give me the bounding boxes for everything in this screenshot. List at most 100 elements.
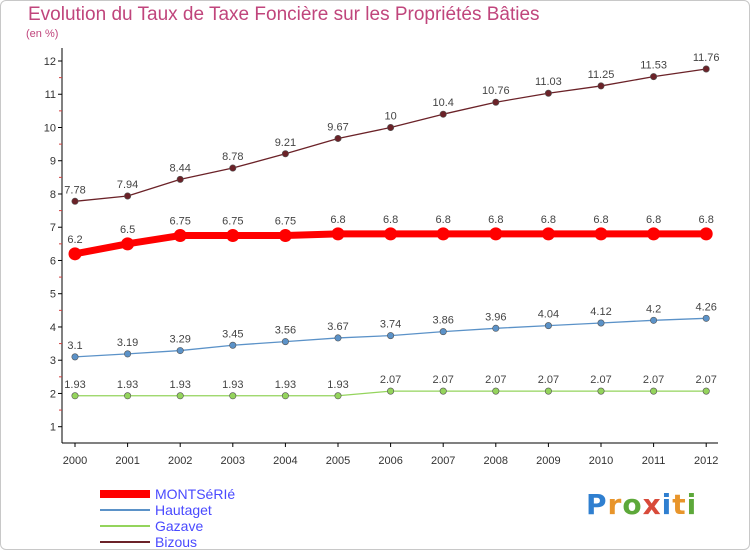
data-label: 6.8 xyxy=(436,214,451,226)
x-tick-label: 2004 xyxy=(273,455,297,467)
data-label: 3.56 xyxy=(275,325,296,337)
data-label: 6.8 xyxy=(330,214,345,226)
x-tick-label: 2011 xyxy=(642,455,666,467)
data-label: 6.8 xyxy=(646,214,661,226)
logo-letter: i xyxy=(686,488,698,521)
data-point xyxy=(124,350,132,358)
y-tick-label: 11 xyxy=(45,89,56,101)
data-point xyxy=(436,227,450,241)
y-tick-label: 8 xyxy=(50,189,56,201)
data-point xyxy=(597,387,605,395)
data-label: 10.4 xyxy=(432,97,453,109)
logo-letter: o xyxy=(622,488,643,521)
data-point xyxy=(650,316,658,324)
data-point xyxy=(650,387,658,395)
data-point xyxy=(229,392,237,400)
x-tick-label: 2002 xyxy=(168,455,192,467)
data-point xyxy=(124,192,132,200)
logo-letter: i xyxy=(661,488,673,521)
data-label: 6.8 xyxy=(488,214,503,226)
x-tick-label: 2010 xyxy=(589,455,613,467)
data-label: 6.8 xyxy=(593,214,608,226)
data-label: 2.07 xyxy=(643,374,664,386)
data-point xyxy=(647,227,661,241)
data-label: 11.03 xyxy=(535,76,562,88)
data-point xyxy=(597,82,605,90)
data-label: 8.44 xyxy=(169,162,190,174)
y-tick-label: 6 xyxy=(50,255,56,267)
legend-swatch xyxy=(100,509,150,511)
data-label: 6.8 xyxy=(699,214,714,226)
data-point xyxy=(334,134,342,142)
data-label: 1.93 xyxy=(327,379,348,391)
data-point xyxy=(544,89,552,97)
logo-letter: t xyxy=(672,488,687,521)
data-label: 1.93 xyxy=(222,379,243,391)
data-label: 2.07 xyxy=(538,374,559,386)
data-label: 2.07 xyxy=(590,374,611,386)
data-point xyxy=(541,227,555,241)
x-tick-label: 2007 xyxy=(431,455,455,467)
data-label: 3.96 xyxy=(485,311,506,323)
data-label: 11.76 xyxy=(693,52,720,64)
legend-swatch xyxy=(100,490,150,498)
x-tick-label: 2005 xyxy=(326,455,350,467)
data-label: 8.78 xyxy=(222,151,243,163)
data-point xyxy=(121,237,135,251)
data-point xyxy=(334,392,342,400)
data-label: 11.53 xyxy=(640,60,667,72)
chart-title: Evolution du Taux de Taxe Foncière sur l… xyxy=(28,4,540,25)
data-point xyxy=(384,227,398,241)
data-label: 6.5 xyxy=(120,224,135,236)
y-tick-label: 2 xyxy=(50,388,56,400)
y-tick-label: 1 xyxy=(50,422,56,434)
legend-label: MONTSéRIé xyxy=(155,486,236,502)
data-label: 2.07 xyxy=(695,374,716,386)
data-point xyxy=(492,387,500,395)
y-tick-label: 9 xyxy=(50,156,56,168)
data-label: 2.07 xyxy=(432,374,453,386)
data-point xyxy=(176,347,184,355)
data-point xyxy=(702,387,710,395)
data-point xyxy=(278,229,292,243)
data-point xyxy=(544,322,552,330)
data-label: 7.78 xyxy=(64,184,85,196)
x-tick-label: 2003 xyxy=(221,455,245,467)
data-point xyxy=(489,227,503,241)
data-point xyxy=(226,229,240,243)
data-label: 11.25 xyxy=(588,69,615,81)
data-point xyxy=(544,387,552,395)
data-label: 6.75 xyxy=(169,216,190,228)
data-point xyxy=(176,175,184,183)
proxiti-logo: Proxiti xyxy=(586,488,697,521)
data-label: 3.45 xyxy=(222,328,243,340)
data-point xyxy=(439,328,447,336)
data-point xyxy=(176,392,184,400)
data-label: 1.93 xyxy=(117,379,138,391)
data-label: 10.76 xyxy=(482,85,510,97)
data-point xyxy=(439,110,447,118)
legend-swatch xyxy=(100,525,150,527)
data-label: 4.04 xyxy=(538,309,559,321)
data-point xyxy=(387,332,395,340)
data-label: 3.1 xyxy=(67,340,82,352)
data-point xyxy=(281,392,289,400)
data-label: 3.29 xyxy=(169,334,190,346)
data-point xyxy=(229,341,237,349)
data-point xyxy=(492,324,500,332)
data-point xyxy=(439,387,447,395)
data-point xyxy=(334,334,342,342)
data-label: 10 xyxy=(384,110,396,122)
data-point xyxy=(71,353,79,361)
y-tick-label: 4 xyxy=(50,322,56,334)
data-label: 4.2 xyxy=(646,303,661,315)
data-point xyxy=(650,73,658,81)
data-label: 3.67 xyxy=(327,321,348,333)
data-point xyxy=(702,65,710,73)
legend-label: Hautaget xyxy=(155,502,212,518)
data-label: 9.67 xyxy=(327,121,348,133)
data-label: 2.07 xyxy=(380,374,401,386)
x-tick-label: 2001 xyxy=(115,455,139,467)
